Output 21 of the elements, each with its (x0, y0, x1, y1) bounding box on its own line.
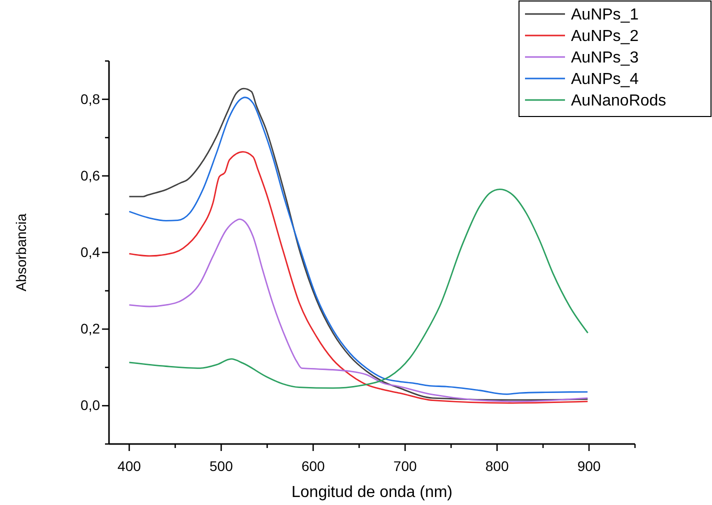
line-series (128, 218, 588, 402)
x-tick-label: 600 (301, 458, 326, 474)
line-series (128, 151, 588, 404)
x-axis-title: Longitud de onda (nm) (292, 484, 452, 501)
y-tick-label: 0,6 (80, 167, 100, 184)
y-tick-label: 0,2 (80, 320, 100, 337)
legend-label: AuNPs_4 (571, 71, 639, 88)
x-tick-label: 400 (118, 458, 142, 474)
x-tick-label: 900 (577, 458, 601, 474)
line-series (128, 188, 589, 389)
legend-label: AuNPs_2 (571, 28, 639, 45)
legend-label: AuNPs_1 (571, 6, 639, 24)
x-tick-label: 800 (485, 458, 509, 474)
y-tick-label: 0,8 (80, 90, 100, 107)
x-tick-label: 500 (210, 458, 234, 474)
legend-label: AuNPs_3 (571, 50, 639, 66)
y-tick-label: 0,4 (80, 244, 100, 260)
x-tick-label: 700 (393, 458, 417, 474)
legend-label: AuNanoRods (571, 92, 666, 110)
y-tick-label: 0,0 (80, 397, 100, 414)
y-axis-title: Absorbancia (13, 213, 29, 292)
